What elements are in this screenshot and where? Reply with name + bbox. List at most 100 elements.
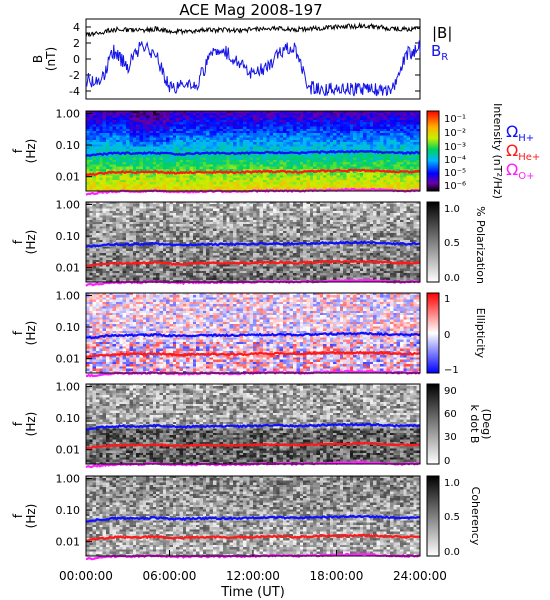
heatmap-cell xyxy=(129,175,134,179)
heatmap-cell xyxy=(409,210,414,214)
heatmap-cell xyxy=(376,139,381,143)
heatmap-cell xyxy=(393,206,398,210)
heatmap-cell xyxy=(89,230,94,234)
heatmap-cell xyxy=(299,202,304,205)
heatmap-cell xyxy=(132,162,137,165)
heatmap-cell xyxy=(226,208,231,212)
heatmap-cell xyxy=(416,157,421,161)
heatmap-cell xyxy=(343,228,347,232)
heatmap-cell xyxy=(359,186,364,190)
heatmap-cell xyxy=(389,155,394,159)
heatmap-cell xyxy=(149,148,154,152)
heatmap-cell xyxy=(96,139,100,143)
heatmap-cell xyxy=(216,166,220,170)
heatmap-cell xyxy=(242,204,247,207)
heatmap-cell xyxy=(293,128,297,132)
heatmap-cell xyxy=(359,155,364,159)
heatmap-cell xyxy=(136,142,140,145)
heatmap-cell xyxy=(219,111,224,114)
heatmap-cell xyxy=(293,226,297,230)
heatmap-cell xyxy=(112,215,117,218)
heatmap-cell xyxy=(316,171,321,174)
heatmap-cell xyxy=(172,117,177,121)
heatmap-cell xyxy=(119,159,124,163)
heatmap-cell xyxy=(166,115,170,119)
heatmap-cell xyxy=(176,188,180,192)
heatmap-cell xyxy=(279,159,284,163)
heatmap-cell xyxy=(99,164,104,167)
heatmap-cell xyxy=(323,182,327,185)
heatmap-cell xyxy=(403,217,408,221)
heatmap-cell xyxy=(379,157,384,161)
heatmap-cell xyxy=(246,226,251,230)
heatmap-cell xyxy=(309,217,314,221)
heatmap-cell xyxy=(192,128,197,132)
heatmap-cell xyxy=(389,202,394,205)
heatmap-cell xyxy=(152,179,157,183)
heatmap-cell xyxy=(326,173,331,176)
heatmap-cell xyxy=(383,146,387,150)
heatmap-cell xyxy=(216,213,220,216)
heatmap-cell xyxy=(359,213,364,216)
heatmap-cell xyxy=(259,177,264,181)
heatmap-cell xyxy=(149,124,154,127)
heatmap-cell xyxy=(229,122,234,125)
heatmap-cell xyxy=(116,113,120,116)
heatmap-cell xyxy=(256,155,261,159)
heatmap-cell xyxy=(253,182,257,185)
heatmap-cell xyxy=(99,168,104,172)
heatmap-cell xyxy=(353,182,357,185)
heatmap-cell xyxy=(363,179,367,183)
heatmap-cell xyxy=(229,146,234,150)
heatmap-cell xyxy=(279,204,284,207)
heatmap-cell xyxy=(396,208,401,212)
heatmap-cell xyxy=(129,126,134,130)
heatmap-cell xyxy=(256,166,261,170)
heatmap-cell xyxy=(269,122,274,125)
heatmap-cell xyxy=(343,206,347,210)
heatmap-cell xyxy=(219,126,224,130)
heatmap-cell xyxy=(399,117,404,121)
heatmap-cell xyxy=(92,164,97,167)
heatmap-cell xyxy=(92,204,97,207)
heatmap-cell xyxy=(279,206,284,210)
heatmap-cell xyxy=(389,224,394,227)
heatmap-cell xyxy=(132,117,137,121)
heatmap-cell xyxy=(186,175,190,179)
heatmap-cell xyxy=(299,157,304,161)
heatmap-cell xyxy=(219,122,224,125)
heatmap-cell xyxy=(136,213,140,216)
heatmap-cell xyxy=(396,168,401,172)
heatmap-cell xyxy=(222,184,227,187)
heatmap-cell xyxy=(236,119,241,123)
heatmap-cell xyxy=(366,202,371,205)
heatmap-cell xyxy=(316,215,321,218)
heatmap-cell xyxy=(399,173,404,176)
heatmap-cell xyxy=(92,133,97,136)
heatmap-cell xyxy=(189,157,194,161)
heatmap-cell xyxy=(119,155,124,159)
heatmap-cell xyxy=(152,153,157,156)
heatmap-cell xyxy=(289,215,294,218)
heatmap-cell xyxy=(212,115,217,119)
heatmap-cell xyxy=(236,128,241,132)
heatmap-cell xyxy=(159,164,164,167)
heatmap-cell xyxy=(242,115,247,119)
heatmap-cell xyxy=(202,168,207,172)
heatmap-cell xyxy=(192,204,197,207)
heatmap-cell xyxy=(152,222,157,225)
heatmap-cell xyxy=(189,117,194,121)
heatmap-cell xyxy=(329,119,334,123)
heatmap-cell xyxy=(356,208,361,212)
heatmap-cell xyxy=(139,208,144,212)
heatmap-cell xyxy=(296,206,301,210)
heatmap-cell xyxy=(136,179,140,183)
heatmap-cell xyxy=(299,115,304,119)
heatmap-cell xyxy=(156,175,160,179)
heatmap-cell xyxy=(253,224,257,227)
heatmap-cell xyxy=(369,204,374,207)
heatmap-cell xyxy=(416,126,421,130)
heatmap-cell xyxy=(106,208,110,212)
heatmap-cell xyxy=(329,113,334,116)
heatmap-cell xyxy=(273,162,277,165)
